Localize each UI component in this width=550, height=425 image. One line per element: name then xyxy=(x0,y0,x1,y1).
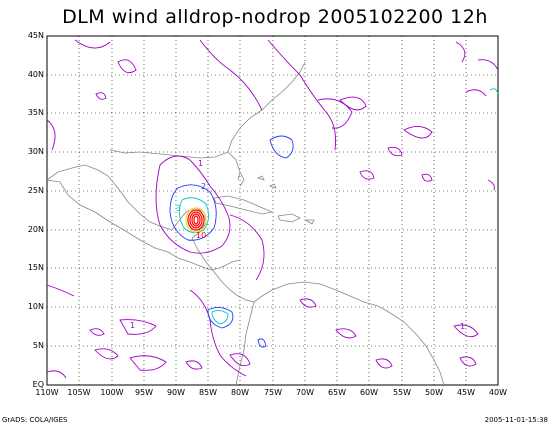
x-tick-label: 90W xyxy=(166,388,186,397)
x-tick-label: 45W xyxy=(456,388,476,397)
grid-lines xyxy=(47,36,498,385)
x-tick-label: 95W xyxy=(134,388,154,397)
x-tick-label: 65W xyxy=(327,388,347,397)
contour-label-1c: 1 xyxy=(460,322,466,331)
x-tick-label: 60W xyxy=(359,388,379,397)
contour-label-2: 2 xyxy=(201,182,207,191)
x-tick-label: 50W xyxy=(424,388,444,397)
coastlines xyxy=(46,61,445,386)
x-tick-label: 55W xyxy=(392,388,412,397)
y-tick-label: EQ xyxy=(32,380,44,389)
x-tick-label: 75W xyxy=(263,388,283,397)
footer-timestamp: 2005-11-01-15:38 xyxy=(484,416,548,424)
y-tick-label: 25N xyxy=(27,186,44,195)
x-tick-label: 105W xyxy=(67,388,91,397)
contour-red-3 xyxy=(191,213,201,227)
x-tick-label: 100W xyxy=(100,388,124,397)
contour-label-10: 10 xyxy=(196,231,207,240)
contour-level-3 xyxy=(179,88,499,325)
contour-level-1 xyxy=(46,39,499,379)
x-tick-label: 80W xyxy=(230,388,250,397)
y-tick-label: 15N xyxy=(27,263,44,272)
contour-level-2 xyxy=(169,135,294,348)
y-tick-label: 20N xyxy=(27,225,44,234)
contour-label-3: 3 xyxy=(176,204,182,213)
contour-red-4 xyxy=(193,215,199,225)
y-tick-label: 35N xyxy=(27,108,44,117)
contour-red-1 xyxy=(187,209,205,231)
y-tick-label: 30N xyxy=(27,147,44,156)
map-frame xyxy=(46,35,499,386)
y-tick-label: 45N xyxy=(27,31,44,40)
x-tick-label: 85W xyxy=(198,388,218,397)
footer-credit: GrADS: COLA/IGES xyxy=(2,416,68,424)
x-tick-label: 70W xyxy=(295,388,315,397)
y-tick-label: 40N xyxy=(27,70,44,79)
contour-red-2 xyxy=(189,211,203,229)
x-tick-label: 40W xyxy=(488,388,508,397)
contour-label-1b: 1 xyxy=(130,321,136,330)
y-tick-label: 5N xyxy=(32,341,44,350)
contour-high xyxy=(185,207,207,233)
contour-label-1a: 1 xyxy=(198,159,204,168)
map-title: DLM wind alldrop-nodrop 2005102200 12h xyxy=(62,6,488,28)
x-tick-label: 110W xyxy=(35,388,59,397)
y-tick-label: 10N xyxy=(27,302,44,311)
contour-yellow-outer xyxy=(185,207,207,233)
